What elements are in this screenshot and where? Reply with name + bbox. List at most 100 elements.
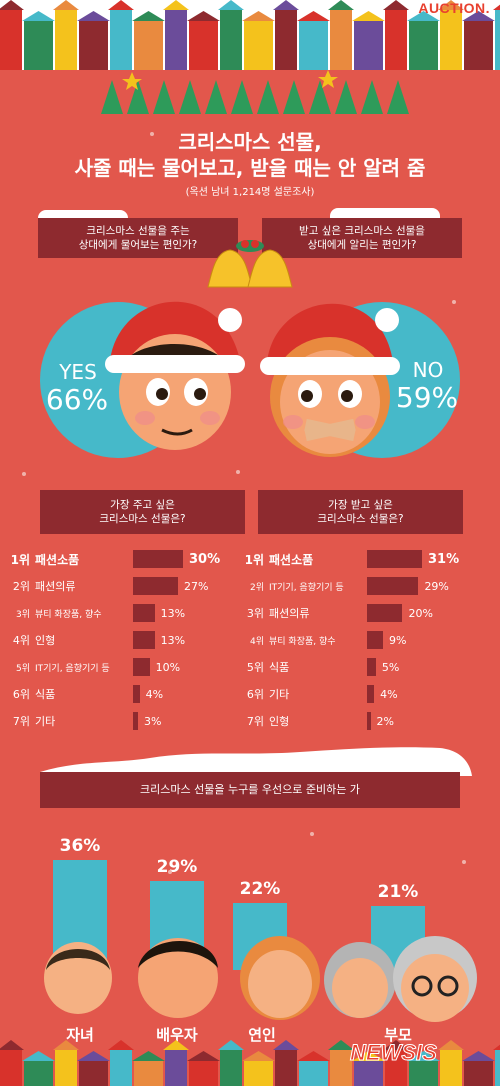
house-roof bbox=[187, 1051, 220, 1061]
house bbox=[55, 10, 77, 70]
question-left-ribbon: 크리스마스 선물을 주는 상대에게 물어보는 편인가? bbox=[38, 218, 238, 258]
house-roof bbox=[187, 11, 220, 21]
priority-value: 29% bbox=[156, 857, 198, 878]
house bbox=[409, 21, 438, 70]
page-title-line2: 사줄 때는 물어보고, 받을 때는 안 알려 줌 bbox=[74, 156, 426, 180]
tree bbox=[205, 80, 227, 114]
house bbox=[134, 1061, 163, 1086]
house-roof bbox=[163, 1040, 189, 1050]
house bbox=[55, 1050, 77, 1086]
rank-bar bbox=[367, 604, 403, 622]
priority-header: 크리스마스 선물을 누구를 우선으로 준비하는 가 bbox=[40, 772, 460, 808]
house-roof bbox=[132, 1051, 165, 1061]
house-roof bbox=[242, 1051, 275, 1061]
rank-item-label: 식품 bbox=[269, 661, 290, 674]
house bbox=[440, 10, 462, 70]
house-roof bbox=[328, 0, 354, 10]
rank-number: 7위 bbox=[246, 715, 264, 728]
ranking-row: 6위 식품 4% bbox=[6, 683, 246, 705]
house bbox=[385, 10, 407, 70]
girl-face-illustration bbox=[260, 303, 400, 457]
rank-number: 2위 bbox=[12, 580, 30, 593]
house bbox=[134, 21, 163, 70]
give-header-line1: 가장 주고 싶은 bbox=[110, 499, 175, 511]
rank-number: 4위 bbox=[12, 634, 30, 647]
give-header-line2: 크리스마스 선물은? bbox=[99, 513, 186, 525]
no-percent: 59% bbox=[395, 381, 459, 414]
house bbox=[110, 10, 132, 70]
house-roof bbox=[328, 1040, 354, 1050]
snow-dot bbox=[310, 832, 314, 836]
ranking-row: 4위 인형 13% bbox=[6, 629, 246, 651]
tree bbox=[283, 80, 305, 114]
house-roof bbox=[407, 1051, 440, 1061]
house-roof bbox=[438, 0, 464, 10]
rank-bar bbox=[367, 685, 375, 703]
house bbox=[354, 1061, 383, 1086]
house-roof bbox=[493, 4, 500, 10]
house-roof bbox=[132, 11, 165, 21]
ranking-row: 5위 식품 5% bbox=[240, 656, 500, 678]
house bbox=[409, 1061, 438, 1086]
house-roof bbox=[438, 1040, 464, 1050]
rank-value: 2% bbox=[376, 714, 394, 728]
ranking-row: 5위 IT기기, 음향기기 등 10% bbox=[6, 656, 246, 678]
house bbox=[244, 21, 273, 70]
house bbox=[189, 1061, 218, 1086]
rank-bar bbox=[133, 577, 178, 595]
receive-header-line1: 가장 받고 싶은 bbox=[328, 499, 393, 511]
house bbox=[189, 21, 218, 70]
page-title: 크리스마스 선물, bbox=[178, 130, 322, 154]
snow-dot bbox=[168, 870, 172, 874]
house bbox=[354, 21, 383, 70]
house-roof bbox=[108, 0, 134, 10]
receive-header-line2: 크리스마스 선물은? bbox=[317, 513, 404, 525]
house bbox=[440, 1050, 462, 1086]
rank-number: 1위 bbox=[10, 552, 30, 567]
ranking-row: 7위 인형 2% bbox=[240, 710, 500, 732]
bottom-village bbox=[0, 1040, 500, 1086]
receive-ranking-header: 가장 받고 싶은 크리스마스 선물은? bbox=[258, 490, 463, 534]
rank-bar bbox=[133, 550, 183, 568]
yes-percent: 66% bbox=[45, 383, 109, 416]
house bbox=[299, 1061, 328, 1086]
house-roof bbox=[383, 1040, 409, 1050]
rank-bar bbox=[367, 577, 419, 595]
priority-names: 자녀 배우자 연인 부모 bbox=[0, 1024, 500, 1046]
rank-item-label: 뷰티 화장품, 향수 bbox=[35, 609, 102, 620]
receive-ranking-list: 1위 패션소품 31% 2위 IT기기, 음향기기 등 29% 3위 패션의류 20% 4위 뷰티 … bbox=[240, 548, 500, 737]
no-label: NO bbox=[412, 358, 444, 382]
village-skyline bbox=[0, 0, 500, 70]
newsis-watermark: NEWSIS bbox=[350, 1040, 438, 1066]
ranking-row: 2위 패션의류 27% bbox=[6, 575, 246, 597]
house-roof bbox=[22, 11, 55, 21]
house-roof bbox=[53, 1040, 79, 1050]
rank-value: 13% bbox=[160, 633, 186, 647]
rank-bar bbox=[133, 685, 140, 703]
priority-name: 부모 bbox=[384, 1026, 412, 1044]
rank-number: 6위 bbox=[246, 688, 264, 701]
rank-item-label: 패션의류 bbox=[35, 580, 76, 593]
rank-item-label: 기타 bbox=[35, 715, 56, 728]
rank-value: 5% bbox=[381, 660, 400, 674]
tree bbox=[361, 80, 383, 114]
snow-dot bbox=[452, 300, 456, 304]
rank-item-label: 식품 bbox=[35, 688, 56, 701]
house bbox=[330, 1050, 352, 1086]
house bbox=[0, 1050, 22, 1086]
question-right-line2: 상대에게 알리는 편인가? bbox=[307, 239, 417, 251]
house-roof bbox=[273, 1040, 299, 1050]
rank-item-label: IT기기, 음향기기 등 bbox=[269, 582, 344, 593]
rank-item-label: 뷰티 화장품, 향수 bbox=[269, 636, 336, 647]
house-roof bbox=[108, 1040, 134, 1050]
house bbox=[24, 21, 53, 70]
house bbox=[79, 21, 108, 70]
rank-number: 3위 bbox=[246, 607, 264, 620]
question-right-line1: 받고 싶은 크리스마스 선물을 bbox=[299, 225, 425, 237]
house-roof bbox=[297, 11, 330, 21]
house-roof bbox=[352, 11, 385, 21]
ranking-row: 7위 기타 3% bbox=[6, 710, 246, 732]
rank-bar bbox=[133, 712, 138, 730]
house bbox=[220, 1050, 242, 1086]
tree bbox=[179, 80, 201, 114]
